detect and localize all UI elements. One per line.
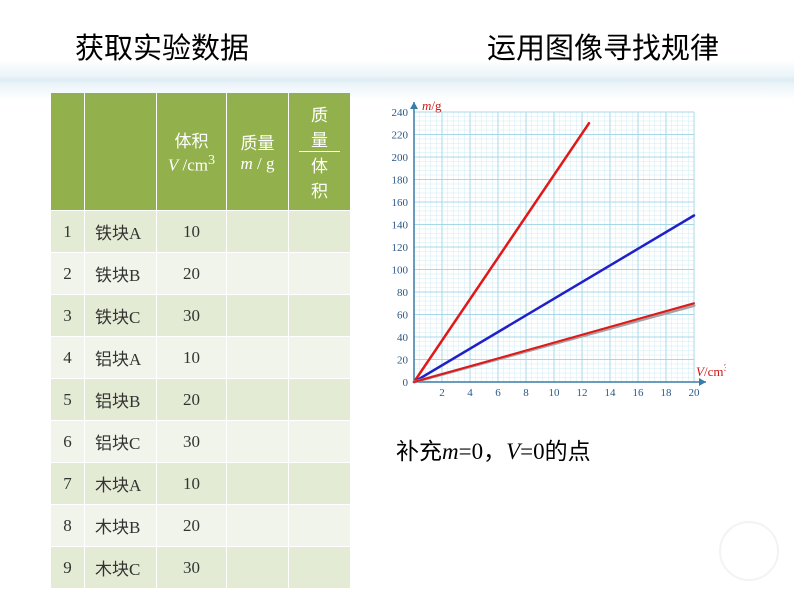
table-cell [289,421,351,463]
table-cell [289,253,351,295]
table-cell: 3 [51,295,85,337]
svg-text:60: 60 [397,310,409,322]
svg-text:18: 18 [661,387,673,399]
table-row: 5铝块B20 [51,379,351,421]
table-cell: 铁块C [85,295,157,337]
svg-text:20: 20 [689,387,701,399]
table-cell: 5 [51,379,85,421]
svg-text:16: 16 [633,387,645,399]
table-cell: 铁块A [85,211,157,253]
table-cell: 4 [51,337,85,379]
svg-text:120: 120 [392,242,409,254]
table-cell: 木块A [85,463,157,505]
table-cell [227,211,289,253]
svg-text:10: 10 [549,387,561,399]
svg-text:140: 140 [392,220,409,232]
table-cell: 2 [51,253,85,295]
table-cell [289,211,351,253]
table-cell: 30 [157,421,227,463]
table-row: 4铝块A10 [51,337,351,379]
table-cell: 10 [157,211,227,253]
col-mass: 质量 m / g [227,93,289,211]
table-cell [227,421,289,463]
svg-text:14: 14 [605,387,617,399]
col-name [85,93,157,211]
table-row: 3铁块C30 [51,295,351,337]
slide-content: 体积 V /cm3 质量 m / g 质量 体积 1铁块A102铁 [0,77,794,589]
header-right: 运用图像寻找规律 [487,25,719,67]
svg-text:80: 80 [397,287,409,299]
table-cell: 7 [51,463,85,505]
svg-text:240: 240 [392,107,409,119]
svg-text:8: 8 [523,387,529,399]
table-cell [289,379,351,421]
data-table-wrap: 体积 V /cm3 质量 m / g 质量 体积 1铁块A102铁 [50,92,351,589]
table-row: 9木块C30 [51,547,351,589]
table-cell [227,547,289,589]
table-cell: 30 [157,547,227,589]
table-cell: 9 [51,547,85,589]
table-cell [227,463,289,505]
table-row: 2铁块B20 [51,253,351,295]
svg-text:2: 2 [439,387,445,399]
svg-text:6: 6 [495,387,501,399]
slide-header: 获取实验数据 运用图像寻找规律 [0,0,794,77]
table-row: 7木块A10 [51,463,351,505]
watermark-icon [719,521,779,581]
table-cell: 20 [157,505,227,547]
table-cell [227,337,289,379]
table-row: 8木块B20 [51,505,351,547]
header-left: 获取实验数据 [75,25,249,67]
svg-text:200: 200 [392,152,409,164]
col-index [51,93,85,211]
svg-text:m/g: m/g [422,98,442,113]
table-cell [227,253,289,295]
col-volume: 体积 V /cm3 [157,93,227,211]
table-cell [227,379,289,421]
table-cell [289,295,351,337]
table-cell [227,505,289,547]
table-header-row: 体积 V /cm3 质量 m / g 质量 体积 [51,93,351,211]
svg-text:100: 100 [392,265,409,277]
table-cell [227,295,289,337]
table-cell: 6 [51,421,85,463]
svg-text:220: 220 [392,130,409,142]
table-body: 1铁块A102铁块B203铁块C304铝块A105铝块B206铝块C307木块A… [51,211,351,589]
table-cell: 铝块A [85,337,157,379]
table-cell: 20 [157,253,227,295]
chart-wrap: 2 4 6 8 10 12 14 16 18 20 20 40 60 80 100 120 140 160 180 2… [366,92,774,589]
svg-text:180: 180 [392,175,409,187]
svg-text:40: 40 [397,332,409,344]
chart-svg: 2 4 6 8 10 12 14 16 18 20 20 40 60 80 100 120 140 160 180 2… [366,92,726,412]
table-cell [289,337,351,379]
table-cell: 木块C [85,547,157,589]
table-cell: 30 [157,295,227,337]
chart: 2 4 6 8 10 12 14 16 18 20 20 40 60 80 100 120 140 160 180 2… [366,92,726,412]
chart-caption: 补充m=0，V=0的点 [396,432,774,466]
svg-text:0: 0 [403,377,409,389]
table-row: 1铁块A10 [51,211,351,253]
table-cell: 10 [157,337,227,379]
table-cell [289,463,351,505]
svg-text:V/cm3: V/cm3 [696,363,726,379]
table-cell: 铝块C [85,421,157,463]
table-cell: 1 [51,211,85,253]
table-cell: 铁块B [85,253,157,295]
data-table: 体积 V /cm3 质量 m / g 质量 体积 1铁块A102铁 [50,92,351,589]
table-cell: 10 [157,463,227,505]
table-cell: 20 [157,379,227,421]
table-cell: 木块B [85,505,157,547]
svg-text:20: 20 [397,355,409,367]
table-cell: 8 [51,505,85,547]
svg-text:160: 160 [392,197,409,209]
table-cell: 铝块B [85,379,157,421]
table-row: 6铝块C30 [51,421,351,463]
svg-text:4: 4 [467,387,473,399]
table-cell [289,547,351,589]
svg-text:12: 12 [577,387,588,399]
table-cell [289,505,351,547]
col-ratio: 质量 体积 [289,93,351,211]
